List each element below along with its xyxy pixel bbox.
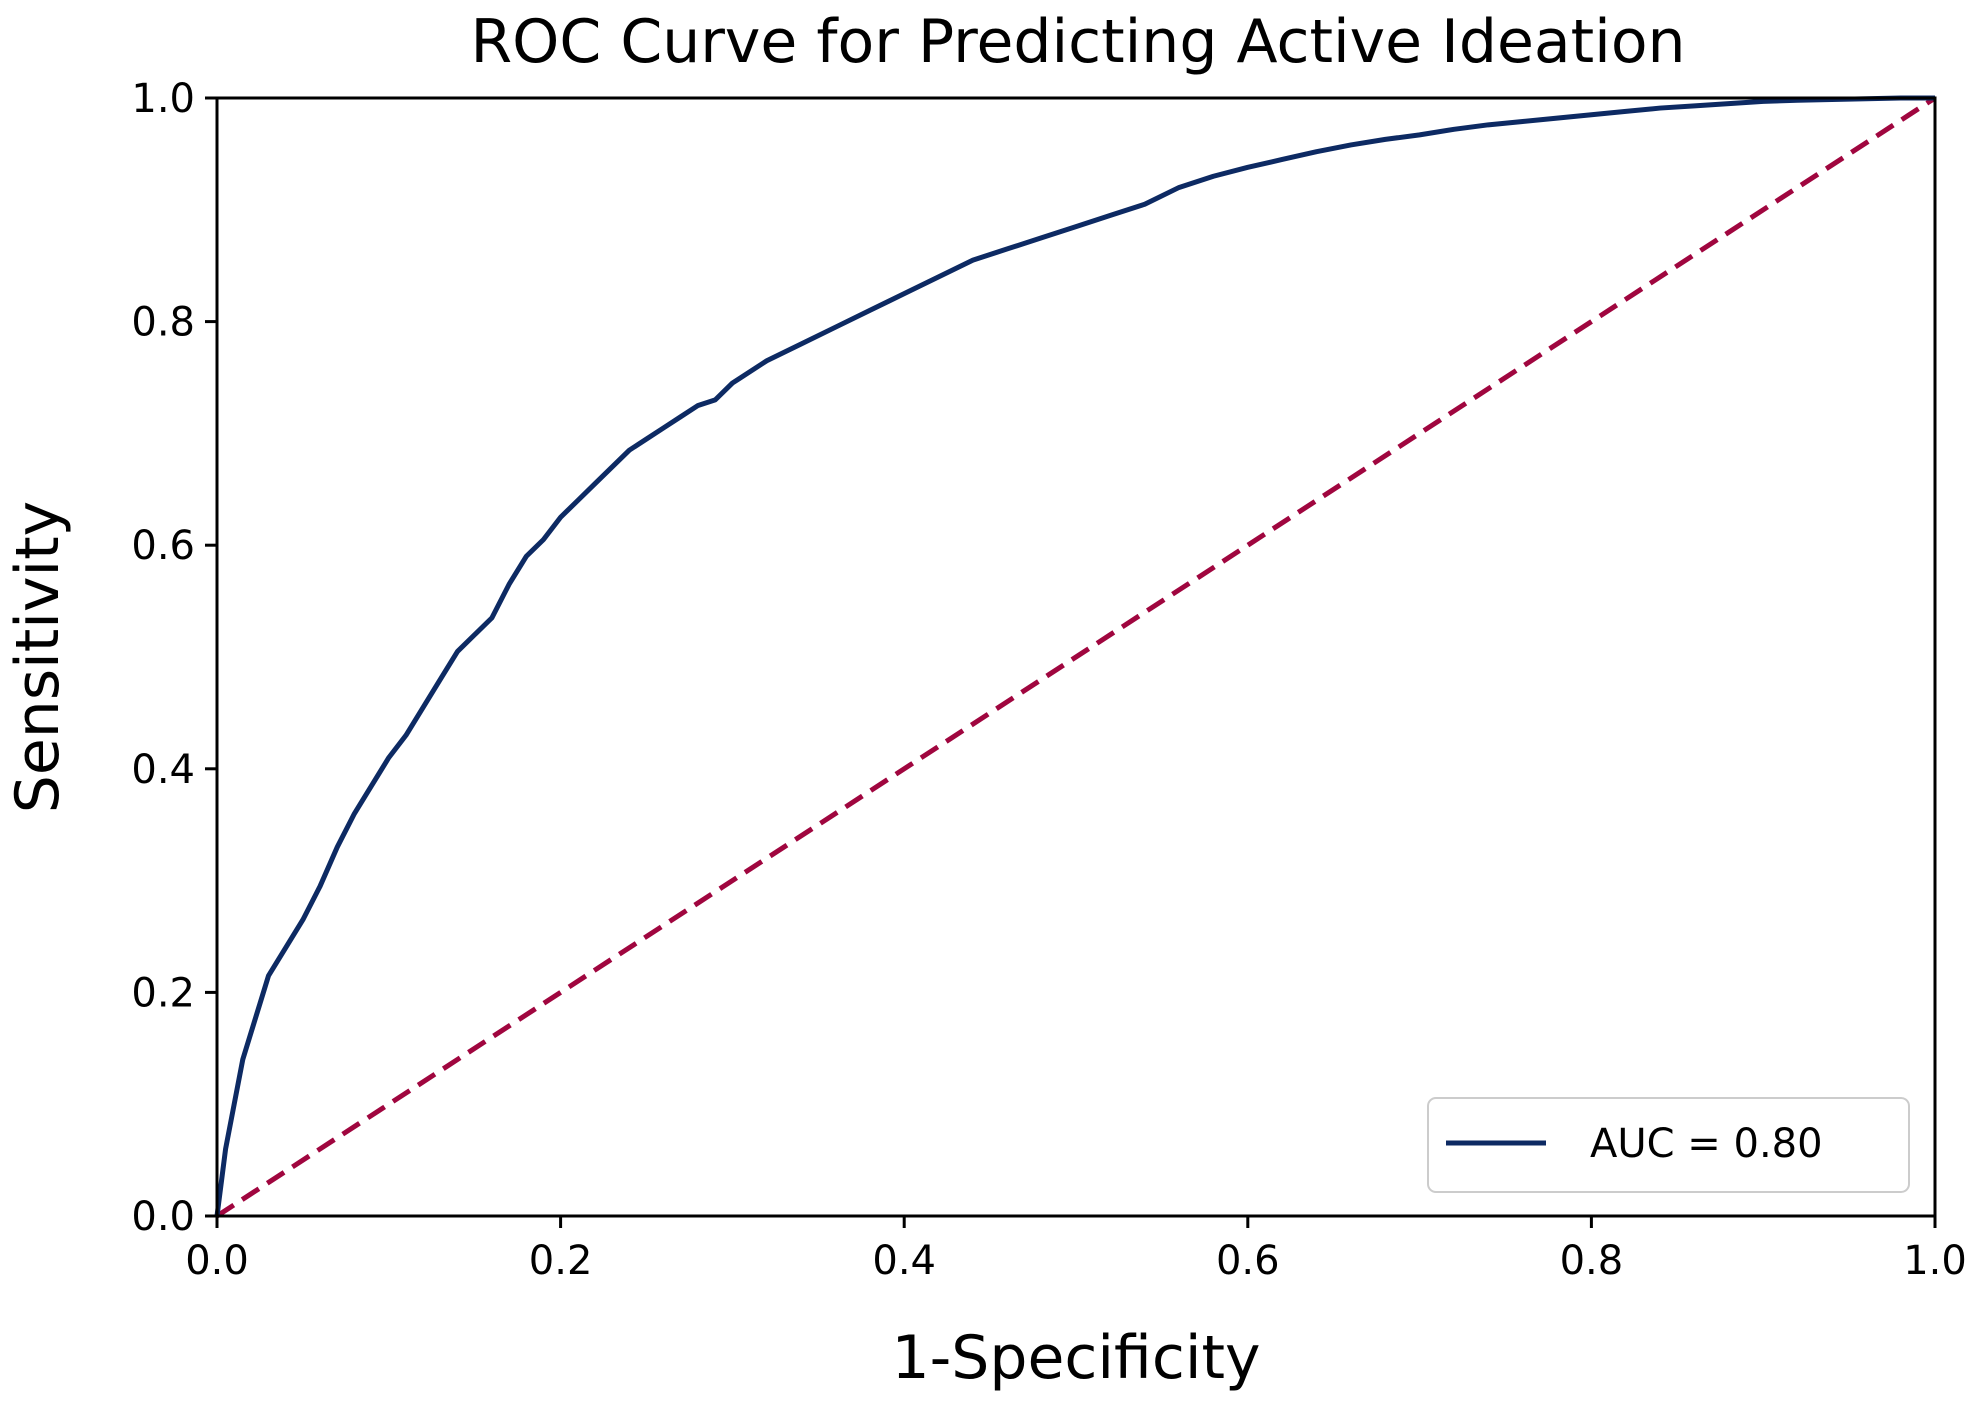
x-axis-label: 1-Specificity xyxy=(891,1323,1260,1393)
legend: AUC = 0.80 xyxy=(1427,1097,1910,1193)
y-tick-label: 0.2 xyxy=(131,970,195,1016)
x-tick-label: 0.2 xyxy=(529,1238,593,1284)
chance-line xyxy=(215,95,1937,1219)
legend-label: AUC = 0.80 xyxy=(1590,1121,1823,1167)
y-tick-label: 0.4 xyxy=(131,747,195,793)
y-tick-label: 0.6 xyxy=(131,523,195,569)
plot-area xyxy=(214,95,1937,1219)
y-axis-label: Sensitivity xyxy=(3,501,73,813)
y-tick-label: 1.0 xyxy=(131,76,195,122)
chart-title: ROC Curve for Predicting Active Ideation xyxy=(470,7,1685,77)
legend-box xyxy=(1427,1097,1910,1193)
y-tick-label: 0.8 xyxy=(131,300,195,346)
x-tick-label: 0.0 xyxy=(185,1238,249,1284)
axes-frame xyxy=(215,96,1937,1218)
x-tick-label: 0.4 xyxy=(872,1238,936,1284)
y-axis: 0.0 0.2 0.4 0.6 0.8 1.0 xyxy=(131,76,217,1240)
x-tick-label: 0.6 xyxy=(1216,1238,1280,1284)
x-tick-label: 1.0 xyxy=(1903,1238,1967,1284)
roc-curve xyxy=(214,95,1935,1217)
x-tick-label: 0.8 xyxy=(1560,1238,1624,1284)
x-axis: 0.0 0.2 0.4 0.6 0.8 1.0 xyxy=(185,1216,1967,1284)
y-tick-label: 0.0 xyxy=(131,1194,195,1240)
